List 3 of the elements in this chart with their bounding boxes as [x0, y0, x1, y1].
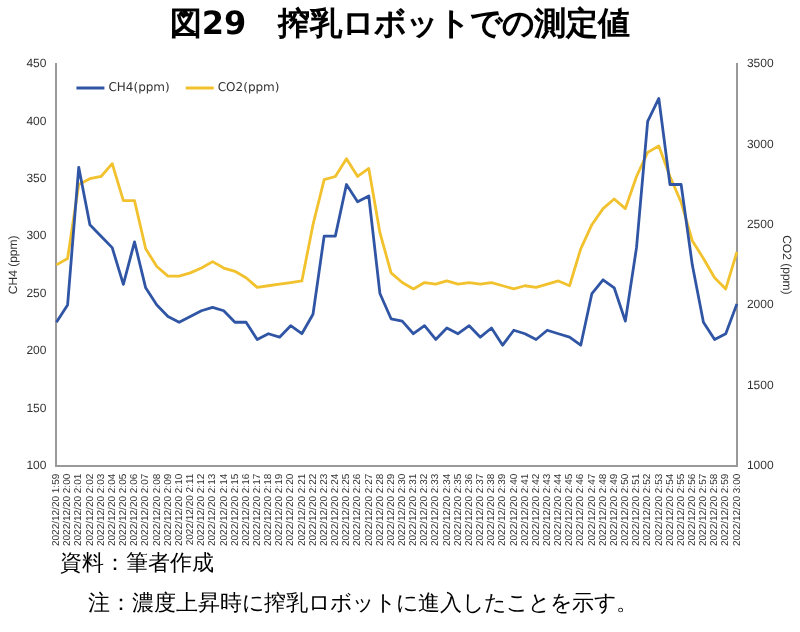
text: 資料：筆者作成 [58, 548, 216, 580]
text: 注：濃度上昇時に搾乳ロボットに進入したことを示す。 [86, 588, 640, 620]
chart-title: 図29 搾乳ロボットでの測定値 [167, 4, 633, 46]
